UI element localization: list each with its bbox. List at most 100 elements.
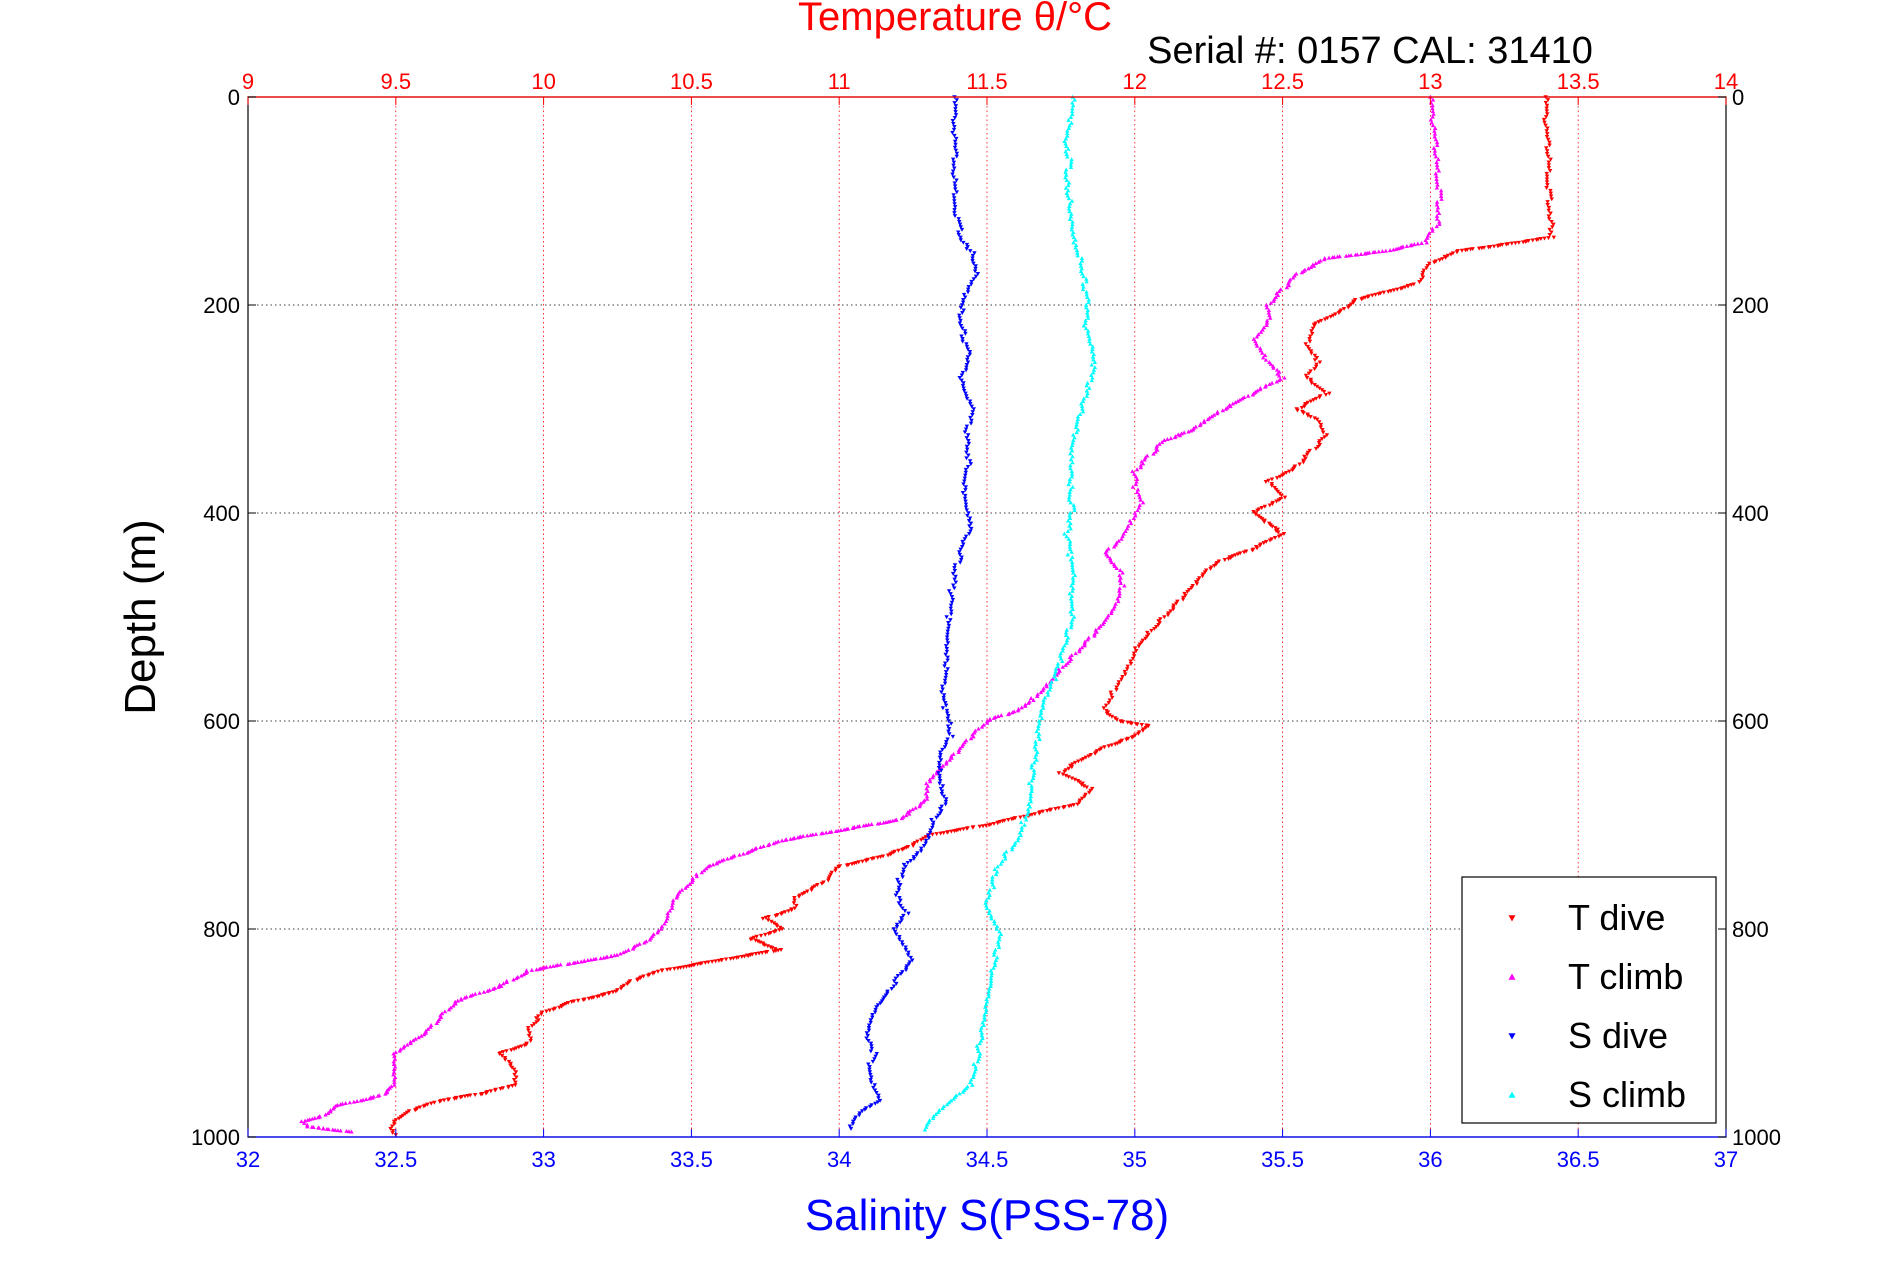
data-point-t-dive: [875, 855, 880, 860]
data-point-t-climb: [1268, 315, 1273, 320]
data-point-t-climb: [776, 839, 781, 844]
data-point-s-climb: [1070, 219, 1075, 224]
data-point-s-climb: [1068, 500, 1073, 505]
data-point-t-climb: [621, 950, 626, 955]
data-point-t-dive: [539, 1012, 544, 1017]
data-point-t-dive: [1066, 775, 1071, 780]
data-point-t-climb: [1060, 664, 1065, 669]
data-point-t-climb: [1162, 438, 1167, 442]
data-point-t-dive: [1547, 140, 1552, 145]
data-point-t-climb: [949, 753, 954, 758]
data-point-t-dive: [1262, 520, 1267, 525]
data-point-t-climb: [1092, 631, 1097, 636]
data-point-t-dive: [1061, 805, 1066, 810]
data-point-t-dive: [983, 823, 989, 828]
data-point-t-climb: [737, 852, 742, 857]
data-point-s-dive: [894, 932, 899, 937]
data-point-s-dive: [905, 953, 911, 958]
data-point-s-dive: [943, 799, 949, 804]
data-point-t-climb: [710, 862, 716, 867]
data-point-t-climb: [358, 1098, 364, 1103]
data-point-t-climb: [1128, 521, 1134, 526]
data-point-t-dive: [569, 1000, 574, 1004]
data-point-s-dive: [957, 316, 962, 321]
x-tick-label-temperature: 10: [531, 69, 555, 94]
data-point-t-climb: [850, 826, 855, 830]
data-point-s-climb: [1070, 586, 1076, 591]
data-point-t-dive: [458, 1095, 463, 1100]
data-point-t-dive: [1116, 682, 1121, 687]
data-point-s-dive: [961, 308, 966, 313]
data-point-t-dive: [1437, 258, 1442, 263]
data-point-s-climb: [1067, 542, 1073, 546]
x-tick-label-salinity: 35: [1123, 1147, 1147, 1172]
data-point-t-climb: [795, 835, 801, 840]
data-point-s-dive: [957, 376, 962, 380]
data-point-s-dive: [937, 781, 942, 786]
data-point-t-dive: [1330, 313, 1336, 318]
data-point-t-climb: [1434, 174, 1439, 179]
data-point-t-dive: [1547, 143, 1552, 148]
data-point-t-climb: [1135, 487, 1141, 492]
data-point-t-climb: [446, 1007, 452, 1012]
data-point-s-dive: [964, 247, 969, 252]
data-point-s-climb: [989, 971, 995, 975]
data-point-s-dive: [867, 1067, 872, 1072]
data-point-s-climb: [988, 976, 994, 981]
data-point-s-climb: [994, 924, 1000, 929]
data-point-t-climb: [938, 765, 944, 770]
data-point-s-climb: [986, 911, 992, 916]
data-point-s-climb: [1070, 112, 1075, 117]
data-point-t-dive: [1139, 723, 1144, 727]
data-point-s-dive: [958, 305, 964, 310]
data-point-t-climb: [917, 804, 922, 809]
data-point-t-dive: [819, 881, 825, 886]
data-point-s-dive: [949, 609, 954, 614]
data-point-t-dive: [1303, 456, 1308, 461]
data-point-s-dive: [954, 136, 959, 141]
data-point-s-dive: [953, 574, 958, 579]
data-point-s-dive: [961, 386, 966, 391]
data-point-s-climb: [1070, 454, 1075, 459]
data-point-t-climb: [1117, 586, 1122, 591]
data-point-t-dive: [934, 832, 939, 837]
data-point-t-climb: [425, 1026, 431, 1031]
data-point-t-dive: [1476, 246, 1482, 251]
data-point-s-climb: [1070, 568, 1076, 572]
data-point-t-climb: [1271, 298, 1276, 303]
data-point-s-climb: [1079, 258, 1085, 263]
data-point-t-dive: [860, 859, 865, 864]
data-point-t-dive: [1069, 776, 1075, 781]
data-point-s-climb: [936, 1109, 941, 1114]
data-point-s-dive: [864, 1036, 869, 1041]
data-point-t-climb: [1260, 350, 1265, 355]
data-point-t-climb: [1211, 412, 1217, 417]
data-point-s-climb: [1066, 146, 1071, 151]
data-point-s-climb: [1068, 463, 1073, 468]
data-point-s-dive: [898, 898, 903, 903]
data-point-s-dive: [963, 473, 968, 478]
data-point-t-climb: [1138, 463, 1143, 468]
data-point-s-climb: [1067, 492, 1072, 497]
data-point-t-climb: [579, 959, 584, 964]
data-point-t-dive: [1135, 722, 1140, 727]
data-point-s-dive: [937, 776, 942, 781]
data-point-t-climb: [1353, 252, 1358, 257]
data-point-t-dive: [1222, 558, 1228, 562]
data-point-t-climb: [438, 1015, 444, 1020]
data-point-t-dive: [1075, 802, 1080, 807]
data-point-s-climb: [1072, 573, 1078, 578]
data-point-s-climb: [1067, 204, 1072, 208]
data-point-s-dive: [964, 450, 969, 455]
data-point-t-climb: [979, 724, 985, 729]
data-point-s-climb: [1086, 334, 1092, 338]
data-point-s-dive: [893, 976, 898, 981]
y-tick-label-right: 0: [1732, 85, 1744, 110]
data-point-s-dive: [938, 811, 943, 816]
data-point-s-climb: [1003, 856, 1008, 861]
data-point-s-climb: [1062, 643, 1067, 648]
data-point-t-dive: [1549, 220, 1554, 224]
data-point-s-dive: [870, 1015, 875, 1020]
data-point-t-climb: [899, 816, 905, 821]
data-point-t-dive: [1107, 713, 1112, 718]
